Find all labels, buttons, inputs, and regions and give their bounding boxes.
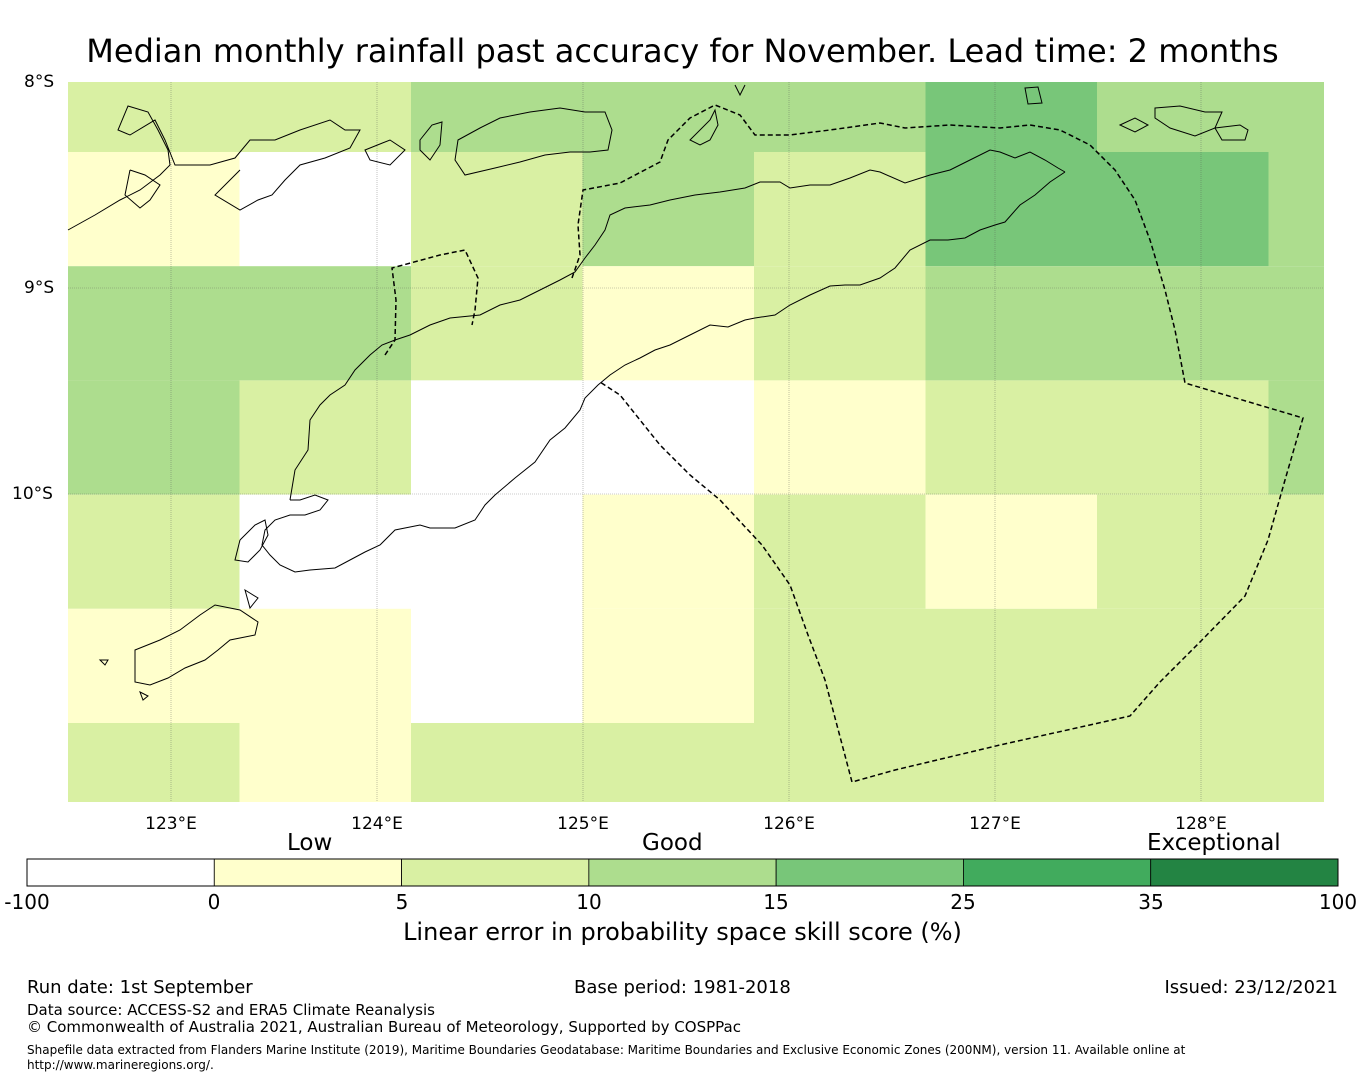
- grid-cell: [1097, 608, 1269, 723]
- grid-cell: [68, 494, 240, 609]
- grid-cell: [411, 494, 583, 609]
- lon-label-123e: 123°E: [145, 814, 197, 834]
- grid-cell: [754, 608, 926, 723]
- lat-label-10s: 10°S: [12, 484, 53, 504]
- grid-cell: [582, 608, 754, 723]
- grid-cell: [1268, 82, 1324, 152]
- grid-cell: [582, 494, 754, 609]
- grid-cell: [1268, 266, 1324, 381]
- base-period: Base period: 1981-2018: [574, 977, 791, 998]
- grid-cell: [582, 380, 754, 495]
- colorbar-segment: [213, 858, 402, 887]
- issued-date: Issued: 23/12/2021: [1164, 977, 1338, 998]
- shapefile-credit-line2: http://www.marineregions.org/.: [27, 1058, 214, 1072]
- grid-cell: [411, 266, 583, 381]
- grid-cell: [925, 82, 1097, 152]
- grid-cell: [1097, 380, 1269, 495]
- grid-cell: [925, 152, 1097, 267]
- lat-label-9s: 9°S: [24, 278, 55, 298]
- grid-cell: [1097, 723, 1269, 802]
- category-good: Good: [642, 830, 703, 856]
- cb-tick-neg100: -100: [4, 890, 50, 914]
- run-date: Run date: 1st September: [27, 977, 253, 998]
- grid-cell: [68, 380, 240, 495]
- colorbar-segment: [775, 858, 964, 887]
- cb-tick-25: 25: [950, 890, 976, 914]
- category-low: Low: [287, 830, 333, 856]
- grid-cell: [411, 152, 583, 267]
- map-title: Median monthly rainfall past accuracy fo…: [86, 32, 1279, 70]
- lat-label-8s: 8°S: [24, 72, 55, 92]
- lon-label-126e: 126°E: [763, 814, 815, 834]
- grid-cell: [754, 380, 926, 495]
- graticule: [68, 82, 1324, 802]
- grid-cell: [754, 152, 926, 267]
- cb-tick-10: 10: [576, 890, 602, 914]
- lon-label-127e: 127°E: [969, 814, 1021, 834]
- grid-cell: [411, 723, 583, 802]
- grid-cell: [1268, 152, 1324, 267]
- colorbar-label: Linear error in probability space skill …: [403, 918, 962, 946]
- grid-cell: [239, 494, 411, 609]
- grid-cell: [925, 494, 1097, 609]
- eez-boundary: [384, 104, 1304, 783]
- shapefile-credit-line1: Shapefile data extracted from Flanders M…: [27, 1043, 1186, 1057]
- grid-cell: [411, 82, 583, 152]
- grid-cell: [1268, 723, 1324, 802]
- colorbar-segment: [1150, 858, 1339, 887]
- grid-cell: [754, 723, 926, 802]
- grid-cell: [925, 266, 1097, 381]
- lon-label-125e: 125°E: [557, 814, 609, 834]
- skill-grid: [68, 82, 1324, 802]
- grid-cell: [239, 608, 411, 723]
- grid-cell: [925, 608, 1097, 723]
- colorbar-segment: [401, 858, 590, 887]
- colorbar-segment: [26, 858, 215, 887]
- grid-cell: [754, 82, 926, 152]
- coastlines: [67, 84, 1249, 701]
- grid-cell: [1268, 494, 1324, 609]
- cb-tick-0: 0: [207, 890, 221, 914]
- grid-cell: [68, 723, 240, 802]
- grid-cell: [582, 152, 754, 267]
- cb-tick-100: 100: [1318, 890, 1358, 914]
- grid-cell: [1097, 152, 1269, 267]
- grid-cell: [582, 723, 754, 802]
- grid-cell: [1097, 266, 1269, 381]
- grid-cell: [925, 380, 1097, 495]
- grid-cell: [754, 494, 926, 609]
- grid-cell: [68, 82, 240, 152]
- cb-tick-35: 35: [1138, 890, 1164, 914]
- grid-cell: [411, 608, 583, 723]
- grid-cell: [68, 608, 240, 723]
- grid-cell: [239, 152, 411, 267]
- grid-cell: [239, 266, 411, 381]
- lon-label-124e: 124°E: [351, 814, 403, 834]
- category-exceptional: Exceptional: [1147, 830, 1281, 856]
- colorbar-segment: [963, 858, 1152, 887]
- copyright: © Commonwealth of Australia 2021, Austra…: [27, 1018, 741, 1036]
- cb-tick-15: 15: [763, 890, 789, 914]
- grid-cell: [239, 723, 411, 802]
- grid-cell: [1097, 494, 1269, 609]
- cb-tick-5: 5: [395, 890, 409, 914]
- grid-cell: [68, 266, 240, 381]
- data-source: Data source: ACCESS-S2 and ERA5 Climate …: [27, 1001, 435, 1019]
- grid-cell: [1268, 380, 1324, 495]
- grid-cell: [925, 723, 1097, 802]
- grid-cell: [68, 152, 240, 267]
- grid-cell: [1268, 608, 1324, 723]
- grid-cell: [582, 266, 754, 381]
- colorbar-segment: [588, 858, 777, 887]
- lon-label-128e: 128°E: [1175, 814, 1227, 834]
